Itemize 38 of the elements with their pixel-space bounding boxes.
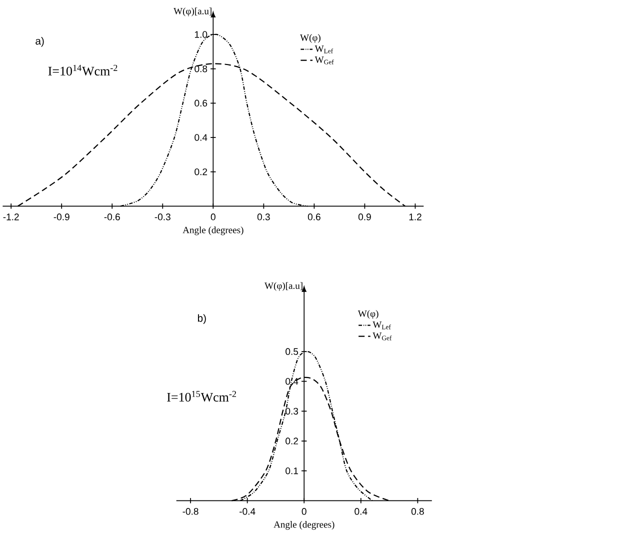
x-tick-label: 0 — [302, 508, 306, 515]
x-tick-label: -0.4 — [240, 508, 256, 515]
x-tick-label: 0.8 — [411, 508, 424, 515]
text: a) — [36, 37, 44, 47]
legend-label: W$_{Gef}$ — [314, 56, 334, 64]
legend-title: W(φ) — [300, 34, 320, 43]
y-tick-label: 0.2 — [194, 168, 208, 176]
y-tick-label: 0.6 — [194, 100, 208, 107]
legend-label: W$_{Gef}$ — [372, 332, 392, 340]
x-axis-title: Angle (degrees) — [274, 521, 334, 530]
y-axis-title: W(φ)[a.u] — [264, 282, 302, 291]
x-tick-label: 0.6 — [308, 214, 320, 220]
annotation: I=10$^{14}$Wcm$^{-2}$ — [48, 64, 118, 76]
x-tick-label: 0.3 — [257, 214, 270, 220]
x-tick-label: -1.2 — [3, 214, 19, 220]
x-axis-title: Angle (degrees) — [182, 226, 244, 236]
y-tick-label: 1.0 — [194, 31, 208, 38]
x-tick-label: 1.2 — [409, 214, 422, 220]
x-tick-label: -0.9 — [54, 214, 70, 220]
x-tick-label: -0.8 — [182, 508, 198, 515]
legend-label: W$_{Lef}$ — [314, 46, 334, 54]
legend-label: W$_{Lef}$ — [372, 322, 391, 330]
y-tick-label: 0.4 — [286, 378, 298, 385]
x-tick-label: 0.9 — [358, 214, 371, 220]
y-tick-label: 0.5 — [286, 348, 298, 355]
y-tick-label: 0.4 — [194, 134, 208, 141]
x-tick-label: -0.3 — [154, 214, 170, 220]
annotation: I=10$^{15}$Wcm$^{-2}$ — [167, 390, 236, 402]
text: b) — [198, 314, 206, 324]
x-tick-label: 0 — [210, 214, 216, 220]
y-tick-label: 0.3 — [286, 408, 298, 415]
x-tick-label: 0.4 — [354, 508, 368, 515]
legend-title: W(φ) — [358, 310, 378, 319]
y-tick-label: 0.2 — [286, 438, 298, 444]
y-tick-label: 0.8 — [194, 65, 208, 72]
y-axis-title: W(φ)[a.u] — [174, 8, 212, 16]
y-tick-label: 0.1 — [286, 467, 298, 474]
x-tick-label: -0.6 — [104, 214, 120, 220]
